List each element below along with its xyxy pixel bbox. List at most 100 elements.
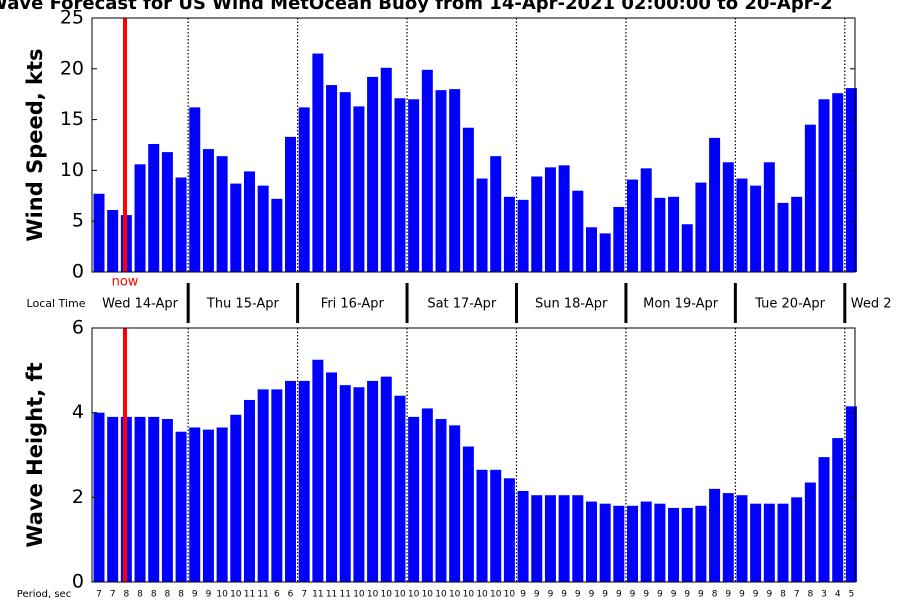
bar <box>709 488 721 582</box>
y-axis-label: Wind Speed, kts <box>23 48 47 241</box>
day-label: Mon 19-Apr <box>643 297 719 312</box>
bar <box>736 495 748 582</box>
bar <box>421 69 433 272</box>
bar <box>202 429 214 582</box>
bar <box>503 478 515 582</box>
bar <box>681 507 693 582</box>
bar <box>517 199 529 272</box>
now-label: now <box>112 275 139 290</box>
period-label: 9 <box>192 590 198 600</box>
period-label: 9 <box>698 590 704 600</box>
bar <box>640 168 652 272</box>
bar <box>298 380 310 582</box>
bar <box>750 185 762 272</box>
bar <box>189 107 201 273</box>
bar <box>490 469 502 582</box>
bar <box>462 127 474 272</box>
bar <box>476 469 488 582</box>
bar <box>763 162 775 272</box>
bar <box>367 380 379 582</box>
period-label: 10 <box>476 590 488 600</box>
bar <box>353 106 365 272</box>
bar <box>585 501 597 582</box>
bar <box>818 457 830 582</box>
bar <box>476 178 488 272</box>
bar <box>845 88 857 272</box>
period-label: 7 <box>794 590 800 600</box>
period-label: 9 <box>753 590 759 600</box>
period-label: 11 <box>326 590 337 600</box>
bar <box>298 107 310 273</box>
bar <box>243 171 255 272</box>
bar <box>572 190 584 272</box>
bar <box>777 202 789 272</box>
period-label: 8 <box>712 590 718 600</box>
bar <box>544 167 556 272</box>
bar <box>845 406 857 582</box>
period-label: 10 <box>353 590 365 600</box>
bar <box>93 193 105 272</box>
bar <box>394 98 406 272</box>
bar <box>435 419 447 582</box>
period-label: 10 <box>367 590 379 600</box>
bar <box>326 372 338 582</box>
bar <box>695 182 707 272</box>
period-label: 9 <box>534 590 540 600</box>
period-label: 9 <box>671 590 677 600</box>
bar <box>722 493 734 582</box>
bar <box>791 196 803 272</box>
plot-frame <box>91 17 856 273</box>
period-label: 8 <box>807 590 813 600</box>
bar <box>585 227 597 272</box>
period-label: 7 <box>110 590 116 600</box>
bar <box>312 359 324 582</box>
day-label: Wed 2 <box>851 297 892 312</box>
period-label: 8 <box>178 590 184 600</box>
period-label: 4 <box>835 590 841 600</box>
bar <box>668 196 680 272</box>
bar <box>257 389 269 582</box>
period-label: 9 <box>739 590 745 600</box>
bar <box>161 152 173 272</box>
day-label: Thu 15-Apr <box>206 297 280 312</box>
day-label: Wed 14-Apr <box>102 297 179 312</box>
bar <box>148 416 160 582</box>
y-tick-label: 5 <box>72 210 84 232</box>
bar <box>599 503 611 582</box>
bar <box>93 412 105 582</box>
bar <box>490 156 502 272</box>
period-label: 8 <box>165 590 171 600</box>
period-label: 9 <box>548 590 554 600</box>
period-label: 10 <box>463 590 475 600</box>
bar <box>353 387 365 582</box>
bar <box>312 53 324 273</box>
bar <box>202 149 214 272</box>
y-tick-label: 25 <box>60 7 84 29</box>
period-label: 9 <box>602 590 608 600</box>
bar <box>435 90 447 272</box>
period-label: 6 <box>274 590 280 600</box>
bar <box>558 495 570 582</box>
period-label: 5 <box>849 590 855 600</box>
bar <box>257 185 269 272</box>
bar <box>503 196 515 272</box>
bar <box>380 67 392 272</box>
y-tick-label: 20 <box>60 57 84 79</box>
period-label: 9 <box>684 590 690 600</box>
bar <box>271 389 283 582</box>
bar <box>285 380 297 582</box>
period-label: 10 <box>230 590 242 600</box>
bar <box>107 416 119 582</box>
y-tick-label: 0 <box>72 571 84 593</box>
bar <box>832 93 844 273</box>
period-label: 6 <box>288 590 294 600</box>
bar <box>408 99 420 272</box>
bar <box>832 438 844 582</box>
bar <box>161 419 173 582</box>
bar <box>339 92 351 272</box>
bar <box>531 495 543 582</box>
period-label: 9 <box>561 590 567 600</box>
y-tick-label: 10 <box>60 159 84 181</box>
period-label: 9 <box>589 590 595 600</box>
